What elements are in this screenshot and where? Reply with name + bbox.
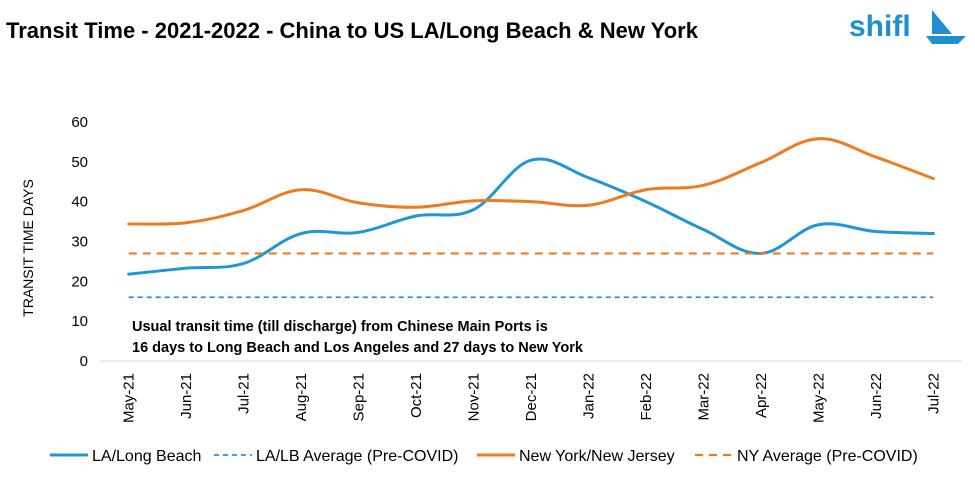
legend-label-new-york-new-jersey: New York/New Jersey (519, 448, 675, 465)
y-tick-label: 40 (71, 194, 88, 211)
series-line-new-york-new-jersey (127, 137, 935, 226)
x-tick-label: Jun-21 (178, 373, 195, 419)
shifl-logo: shifl (849, 10, 966, 44)
y-tick-label: 10 (71, 313, 88, 330)
y-tick-label: 0 (80, 353, 88, 370)
x-tick-label: Jan-22 (580, 373, 597, 419)
sailboat-icon (926, 10, 966, 44)
x-tick-label: May-21 (121, 373, 138, 423)
logo-wordmark: shifl (849, 10, 911, 43)
x-tick-label: Oct-21 (408, 373, 425, 418)
y-axis-label: TRANSIT TIME DAYS (20, 179, 36, 317)
y-tick-label: 30 (71, 234, 88, 251)
y-tick-label: 60 (71, 114, 88, 131)
y-tick-label: 20 (71, 273, 88, 290)
x-tick-label: Mar-22 (695, 373, 712, 421)
x-tick-label: Aug-21 (293, 373, 310, 421)
series-layer (127, 137, 935, 299)
x-axis-ticks: May-21 Jun-21 Jul-21 Aug-21 Sep-21 Oct-21 Nov-… (121, 373, 943, 423)
x-tick-label: May-22 (810, 373, 827, 423)
x-tick-label: Jul-22 (925, 373, 942, 414)
x-tick-label: Jul-21 (236, 373, 253, 414)
x-tick-label: Jun-22 (868, 373, 885, 419)
annotation-line-1: Usual transit time (till discharge) from… (132, 319, 548, 335)
x-tick-label: Feb-22 (638, 373, 655, 421)
series-line-la-long-beach (127, 157, 935, 276)
legend-label-la-long-beach: LA/Long Beach (92, 448, 201, 465)
chart-title: Transit Time - 2021-2022 - China to US L… (6, 18, 699, 43)
y-axis-ticks: 0 10 20 30 40 50 60 (71, 114, 88, 370)
y-tick-label: 50 (71, 154, 88, 171)
annotation-line-2: 16 days to Long Beach and Los Angeles an… (132, 340, 584, 356)
legend-label-ny-average-pre-covid: NY Average (Pre-COVID) (737, 448, 918, 465)
x-tick-label: Sep-21 (351, 373, 368, 421)
x-tick-label: Nov-21 (466, 373, 483, 421)
legend: LA/Long Beach LA/LB Average (Pre-COVID) Ne… (50, 448, 918, 465)
x-tick-label: Dec-21 (523, 373, 540, 421)
x-tick-label: Apr-22 (753, 373, 770, 418)
legend-label-la-lb-average-pre-covid: LA/LB Average (Pre-COVID) (256, 448, 458, 465)
